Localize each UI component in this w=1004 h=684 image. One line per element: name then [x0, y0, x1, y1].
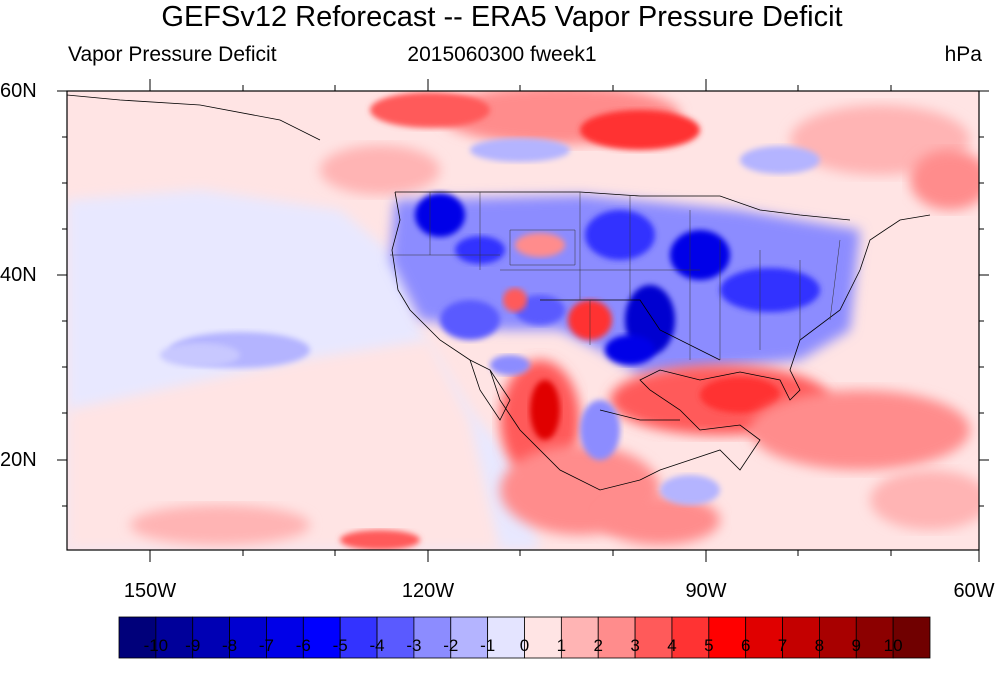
colorbar-label: 4 — [667, 636, 677, 655]
colorbar-swatch — [450, 616, 489, 659]
colorbar-swatch — [339, 616, 378, 659]
colorbar-label: -7 — [258, 636, 275, 655]
colorbar-label: -5 — [332, 636, 348, 655]
vpd-field — [67, 91, 979, 550]
state-borders — [390, 192, 841, 360]
colorbar-label: -2 — [443, 636, 459, 655]
lon-label-60w: 60W — [953, 580, 995, 602]
date-label: 2015060300 fweek1 — [407, 43, 597, 66]
lon-label-120w: 120W — [401, 580, 455, 602]
colorbar-label: -6 — [295, 636, 311, 655]
colorbar-swatch — [376, 616, 415, 659]
colorbar-swatch — [524, 616, 562, 659]
colorbar-label: -8 — [222, 636, 238, 655]
coastlines — [67, 94, 931, 491]
colorbar — [118, 616, 931, 659]
colorbar-swatch — [745, 616, 783, 659]
colorbar-swatch — [229, 616, 267, 659]
lat-label-20n: 20N — [0, 449, 37, 471]
colorbar-label: 1 — [556, 636, 567, 655]
colorbar-label: 3 — [630, 636, 640, 655]
colorbar-swatch — [819, 616, 857, 659]
colorbar-label: 6 — [740, 636, 751, 655]
colorbar-label: -3 — [406, 636, 422, 655]
colorbar-swatch — [155, 616, 194, 659]
colorbar-label: 9 — [851, 636, 861, 655]
colorbar-swatch — [192, 616, 230, 659]
colorbar-label: 0 — [519, 636, 530, 655]
units-label: hPa — [944, 43, 982, 66]
lat-label-60n: 60N — [0, 80, 37, 102]
colorbar-label: 2 — [593, 636, 603, 655]
colorbar-swatch — [560, 616, 599, 659]
lon-ticks — [149, 79, 980, 562]
colorbar-swatch — [597, 616, 636, 659]
colorbar-label: 5 — [704, 636, 714, 655]
colorbar-swatch — [266, 616, 304, 659]
map-title: GEFSv12 Reforecast -- ERA5 Vapor Pressur… — [161, 1, 843, 33]
colorbar-label: 10 — [883, 636, 903, 655]
colorbar-label: 8 — [814, 636, 825, 655]
lon-label-150w: 150W — [123, 580, 177, 602]
lat-ticks — [57, 90, 989, 507]
colorbar-swatch — [487, 616, 525, 659]
colorbar-label: 7 — [777, 636, 788, 655]
colorbar-label: -1 — [480, 636, 496, 655]
colorbar-swatch — [671, 616, 710, 659]
colorbar-swatch — [892, 616, 931, 659]
colorbar-label: -4 — [369, 636, 385, 655]
colorbar-swatch — [708, 616, 747, 659]
lat-label-40n: 40N — [0, 264, 37, 286]
lon-label-90w: 90W — [685, 580, 727, 602]
variable-label: Vapor Pressure Deficit — [68, 43, 277, 66]
colorbar-label: -9 — [185, 636, 201, 655]
colorbar-label: -10 — [143, 636, 169, 655]
